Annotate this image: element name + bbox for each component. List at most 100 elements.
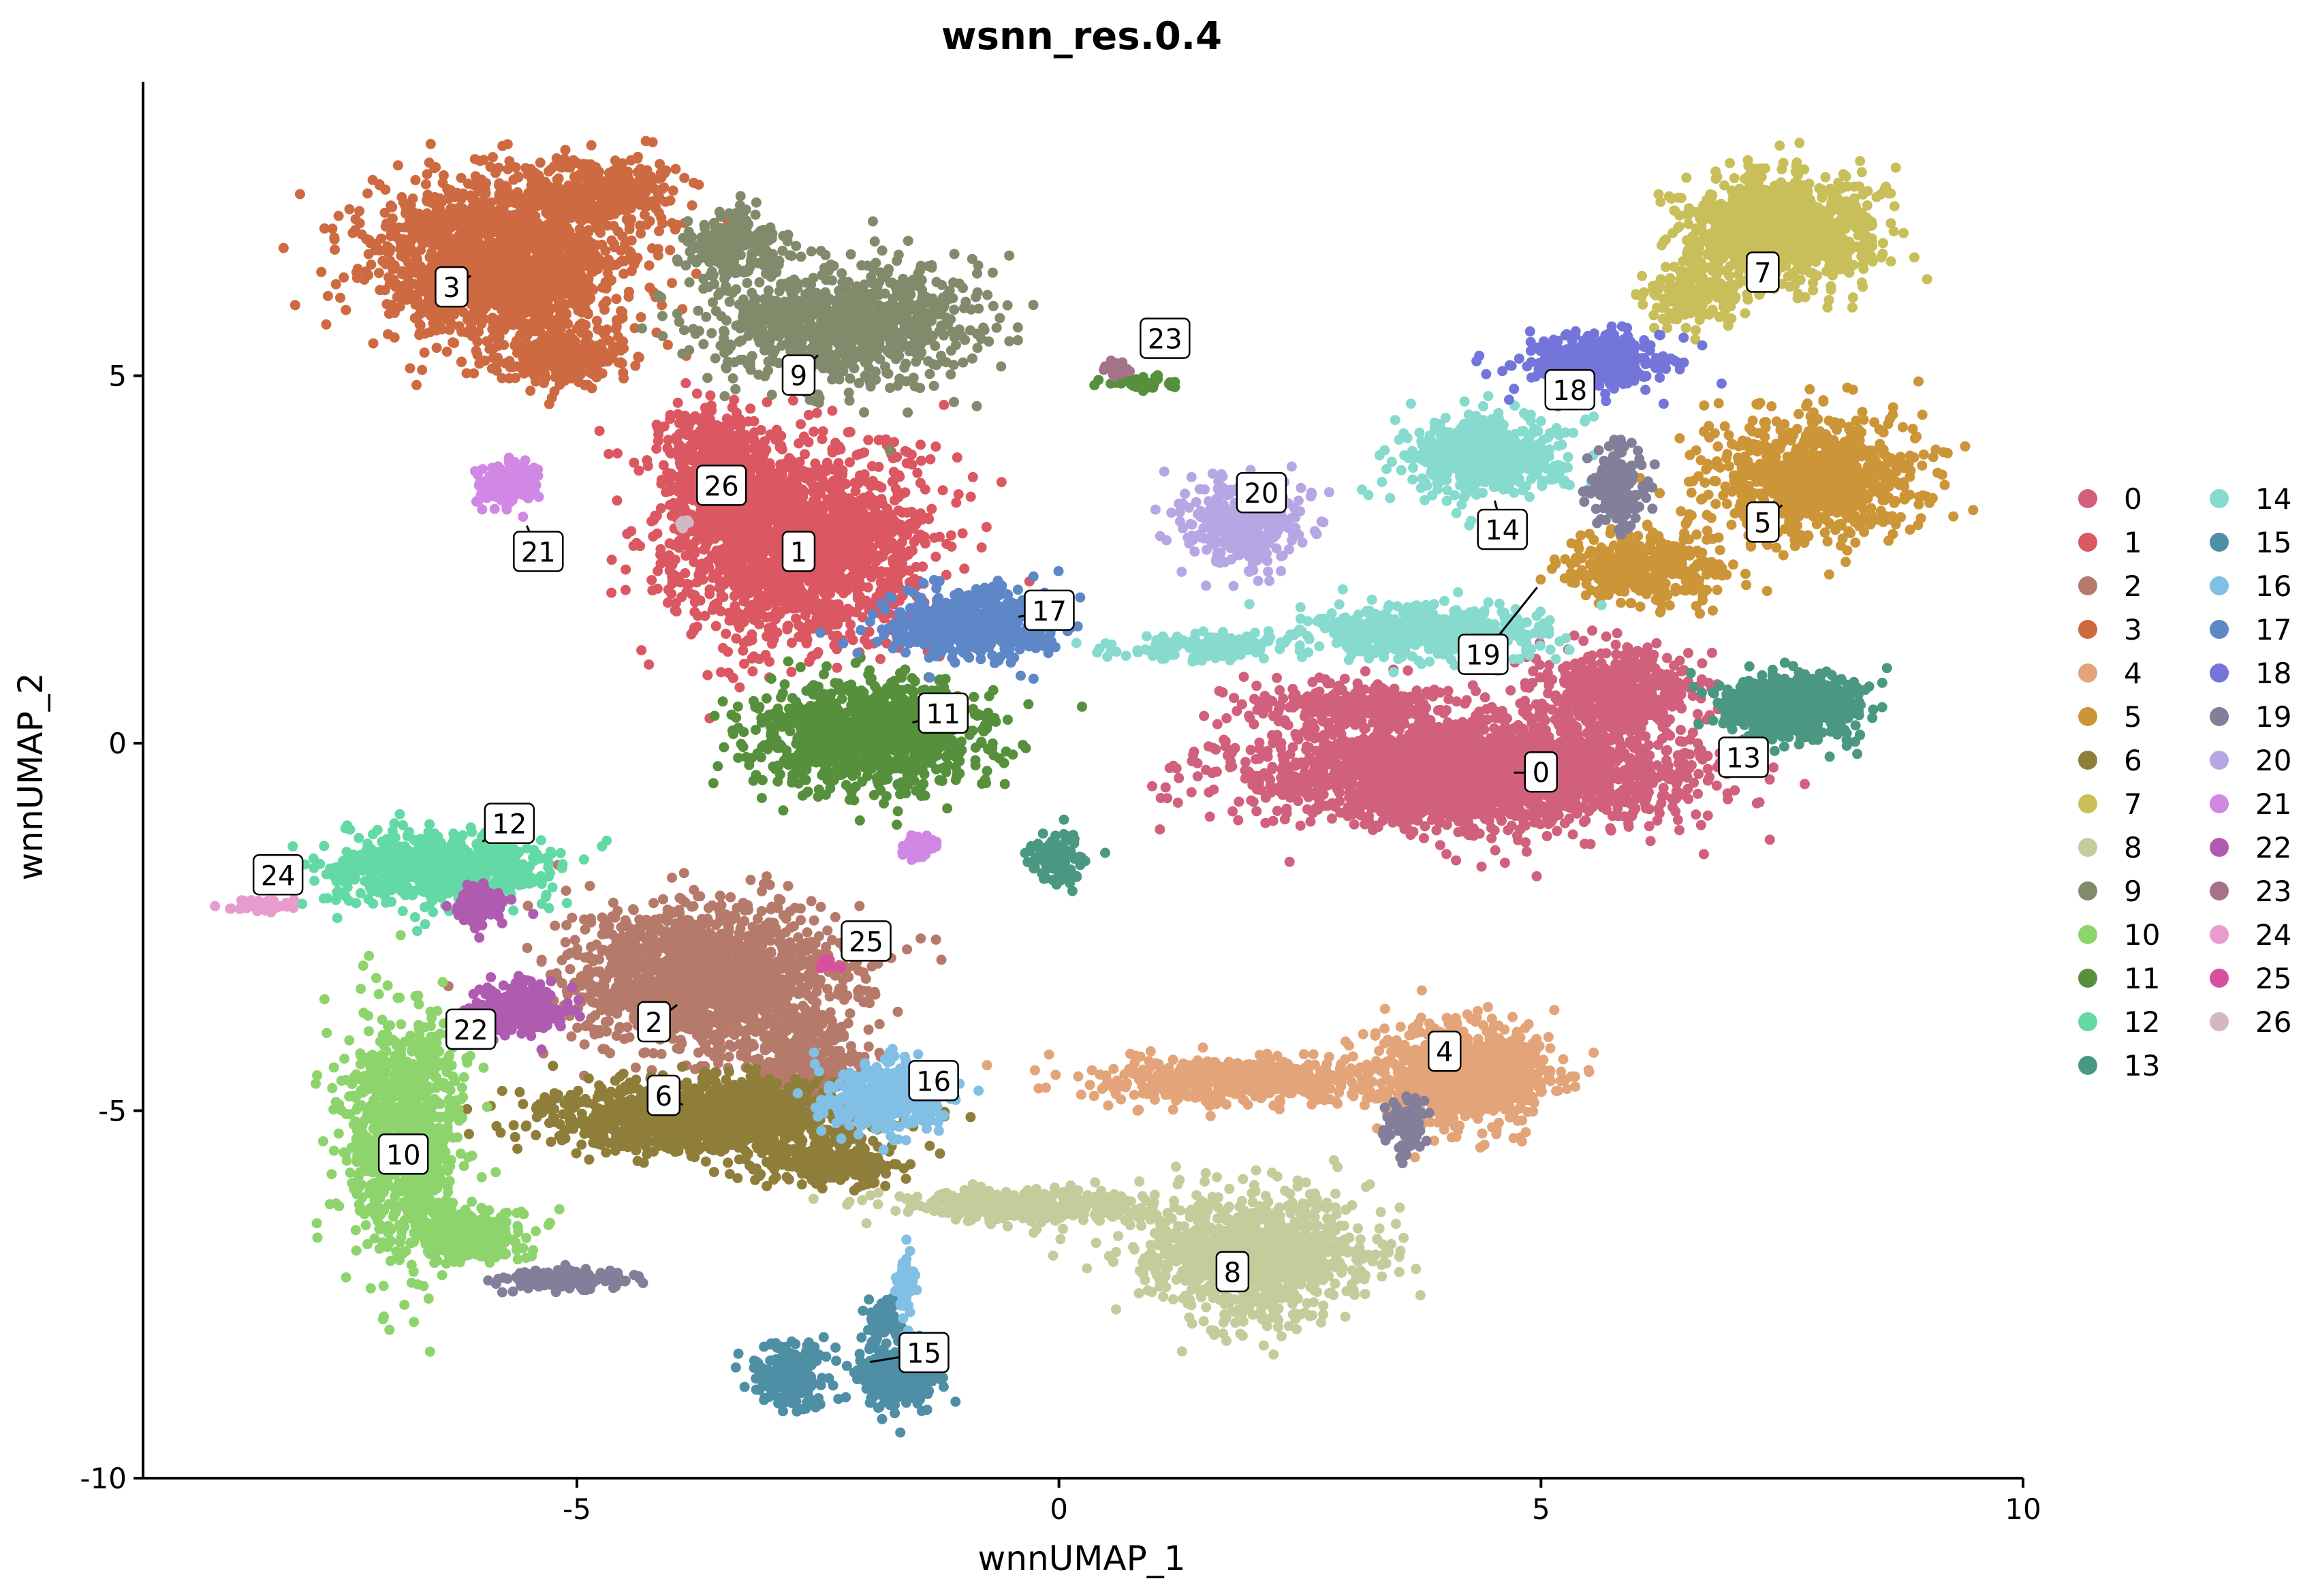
data-point <box>1366 734 1377 745</box>
data-point <box>621 564 631 575</box>
data-point <box>834 484 845 495</box>
data-point <box>622 529 633 539</box>
data-point <box>1706 647 1717 658</box>
data-point <box>896 537 907 548</box>
data-point <box>1360 751 1371 762</box>
data-point <box>1354 737 1365 748</box>
data-point <box>1751 798 1762 809</box>
data-point <box>1612 628 1623 639</box>
data-point <box>1491 766 1501 777</box>
data-point <box>810 518 821 529</box>
data-point <box>1698 849 1709 860</box>
data-point <box>1421 749 1432 760</box>
data-point <box>1697 658 1708 669</box>
data-point <box>1627 765 1638 776</box>
data-point <box>915 439 926 450</box>
data-point <box>845 619 856 630</box>
data-point <box>1297 698 1307 709</box>
data-point <box>1768 762 1779 773</box>
data-point <box>1702 775 1713 786</box>
data-point <box>1585 839 1596 849</box>
data-point <box>1334 772 1345 783</box>
data-point <box>1204 787 1215 798</box>
data-point <box>878 578 889 588</box>
data-point <box>1174 772 1185 783</box>
data-point <box>1160 782 1171 793</box>
data-point <box>1189 747 1200 757</box>
data-point <box>976 542 987 553</box>
data-point <box>854 448 865 459</box>
data-point <box>1509 782 1520 793</box>
data-point <box>717 578 727 589</box>
data-point <box>1440 774 1451 785</box>
data-point <box>1244 713 1255 723</box>
data-point <box>846 561 857 571</box>
data-point <box>668 569 679 580</box>
data-point <box>804 656 815 667</box>
data-point <box>1622 777 1633 788</box>
data-point <box>1693 768 1704 779</box>
data-point <box>981 522 992 533</box>
data-point <box>711 545 722 556</box>
data-point <box>1559 818 1570 829</box>
data-point <box>1596 648 1607 659</box>
data-point <box>1514 769 1525 780</box>
data-point <box>1479 812 1490 823</box>
data-point <box>1277 769 1288 780</box>
data-point <box>693 610 703 621</box>
data-point <box>823 534 834 545</box>
data-point <box>1627 689 1638 700</box>
data-point <box>1507 742 1518 753</box>
data-point <box>941 539 952 549</box>
data-point <box>866 481 877 492</box>
data-point <box>1355 715 1366 726</box>
data-point <box>1674 825 1685 836</box>
data-point <box>1586 770 1597 781</box>
data-point <box>1644 804 1655 815</box>
data-point <box>1419 711 1430 721</box>
data-point <box>836 511 847 522</box>
data-point <box>1524 737 1535 748</box>
data-point <box>663 552 674 563</box>
data-point <box>834 578 845 589</box>
data-point <box>1396 817 1406 828</box>
data-point <box>1284 856 1295 867</box>
data-point <box>685 543 695 553</box>
data-point <box>828 475 839 486</box>
data-point <box>802 504 813 514</box>
data-point <box>929 532 940 543</box>
data-point <box>1800 779 1810 789</box>
data-point <box>1695 751 1706 762</box>
data-point <box>1505 792 1516 802</box>
data-point <box>1611 718 1622 729</box>
data-point <box>1272 805 1283 816</box>
data-point <box>683 579 694 590</box>
data-point <box>1665 730 1676 741</box>
data-point <box>1601 631 1612 642</box>
data-point <box>1324 777 1334 787</box>
data-point <box>1358 800 1368 811</box>
data-point <box>1327 747 1337 757</box>
data-point <box>1630 787 1641 797</box>
data-point <box>1307 676 1318 687</box>
data-point <box>915 455 926 466</box>
data-point <box>749 529 759 539</box>
data-point <box>1605 825 1616 836</box>
data-point <box>1368 717 1379 727</box>
data-point <box>1475 762 1486 772</box>
data-point <box>892 489 903 499</box>
data-point <box>1379 811 1390 822</box>
data-point <box>1535 722 1546 733</box>
data-point <box>1273 707 1283 718</box>
data-point <box>1548 814 1558 824</box>
data-point <box>767 638 777 649</box>
data-point <box>1449 738 1460 749</box>
data-point <box>1645 836 1656 847</box>
data-point <box>799 572 809 583</box>
data-point <box>1505 755 1515 766</box>
data-point <box>874 435 885 445</box>
data-point <box>1362 815 1373 826</box>
data-point <box>1613 769 1624 780</box>
data-point <box>1389 683 1400 694</box>
